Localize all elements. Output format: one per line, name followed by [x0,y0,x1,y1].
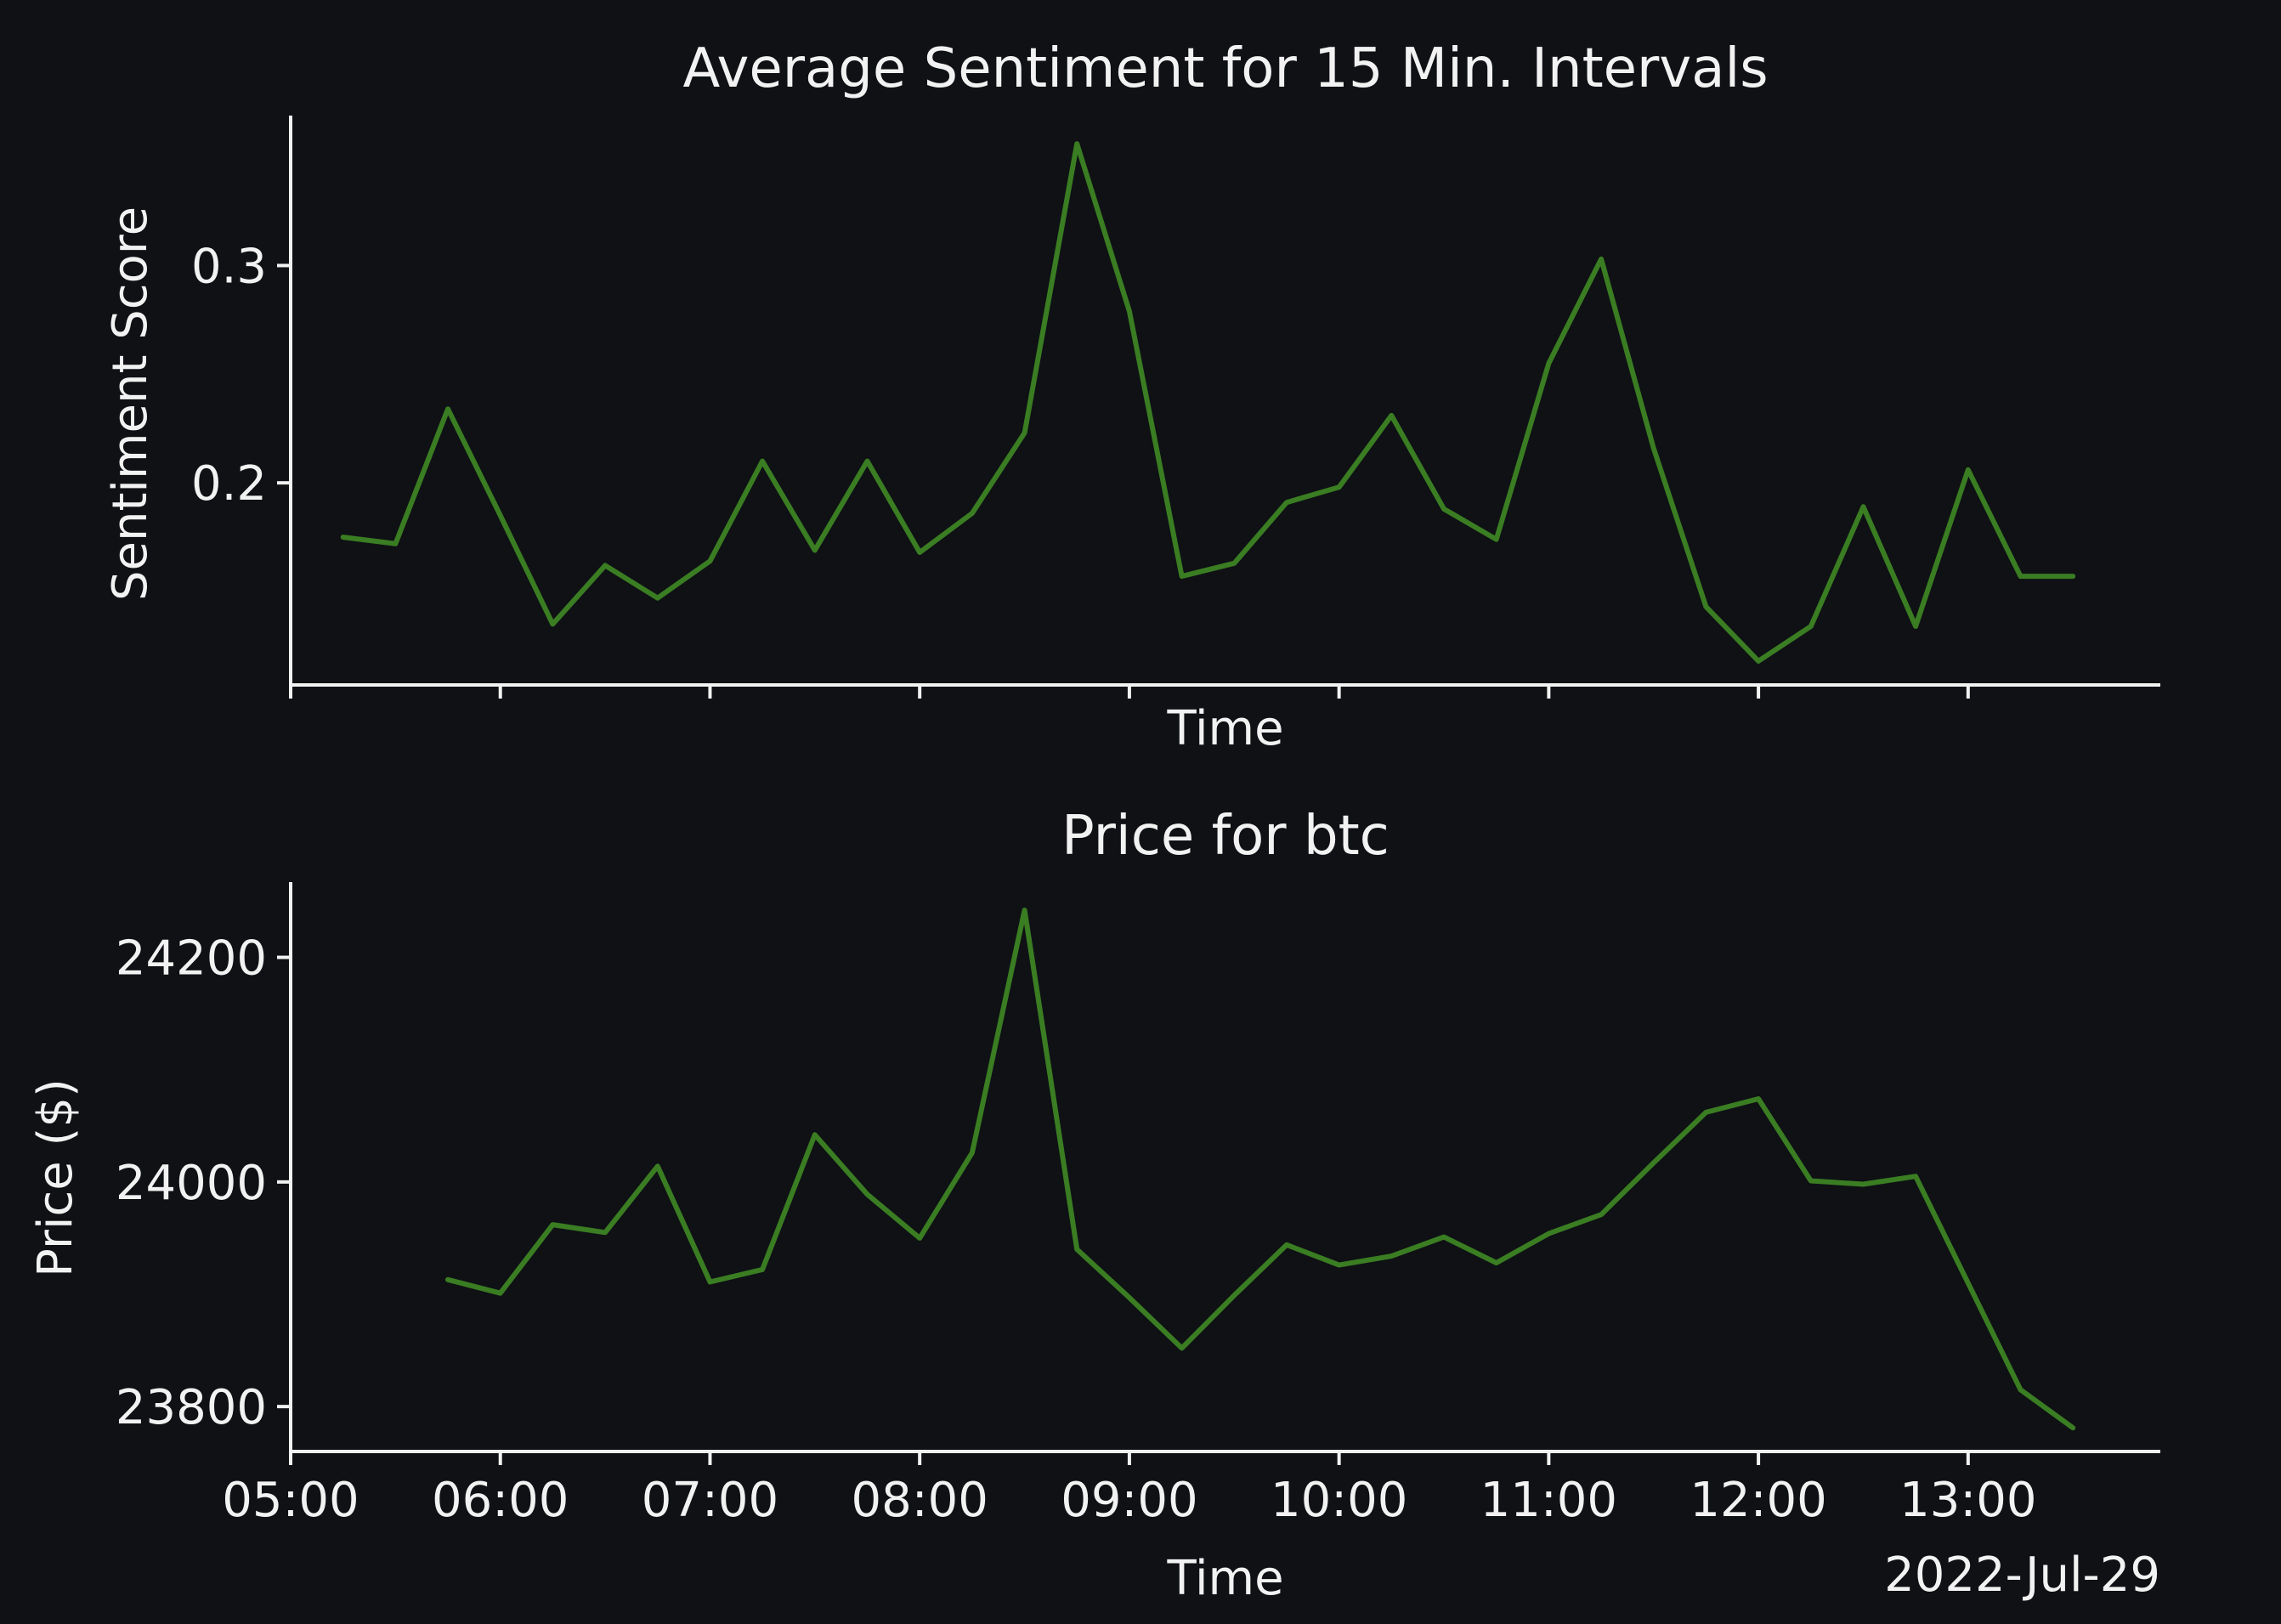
price-y-ticks: 23800 24000 24200 [116,931,291,1435]
price-x-tick-label: 08:00 [851,1473,988,1528]
sentiment-y-tick-label: 0.3 [191,239,267,294]
price-x-tick-label: 05:00 [222,1473,359,1528]
price-x-tick-label: 07:00 [642,1473,778,1528]
price-x-ticks: 05:00 06:00 07:00 08:00 09:00 10:00 11:00 12:00… [222,1451,2037,1528]
sentiment-y-ticks: 0.2 0.3 [191,239,291,512]
sentiment-y-label: Sentiment Score [103,207,158,601]
sentiment-x-label: Time [1166,701,1283,756]
sentiment-series-line [340,141,2076,664]
price-series [445,908,2076,1431]
price-y-label: Price ($) [28,1078,83,1277]
sentiment-series [340,141,2076,664]
sentiment-y-tick-label: 0.2 [191,456,267,512]
price-y-tick-label: 23800 [116,1380,267,1435]
price-chart-title: Price for btc [1061,805,1390,868]
price-x-tick-label: 10:00 [1271,1473,1407,1528]
price-y-tick-label: 24200 [116,931,267,987]
sentiment-chart-title: Average Sentiment for 15 Min. Intervals [682,37,1768,100]
price-x-tick-label: 09:00 [1061,1473,1197,1528]
price-y-tick-label: 24000 [116,1156,267,1211]
price-x-label: Time [1166,1551,1283,1606]
sentiment-x-ticks [289,685,1970,699]
date-label: 2022-Jul-29 [1884,1548,2160,1603]
price-x-tick-label: 11:00 [1480,1473,1617,1528]
price-series-line [445,908,2076,1431]
price-x-tick-label: 06:00 [432,1473,569,1528]
price-panel: Price for btc 23800 24000 24200 05:00 06:00… [28,805,2160,1606]
price-x-tick-label: 13:00 [1899,1473,2036,1528]
price-x-tick-label: 12:00 [1690,1473,1826,1528]
sentiment-panel: Average Sentiment for 15 Min. Intervals … [103,37,2160,756]
